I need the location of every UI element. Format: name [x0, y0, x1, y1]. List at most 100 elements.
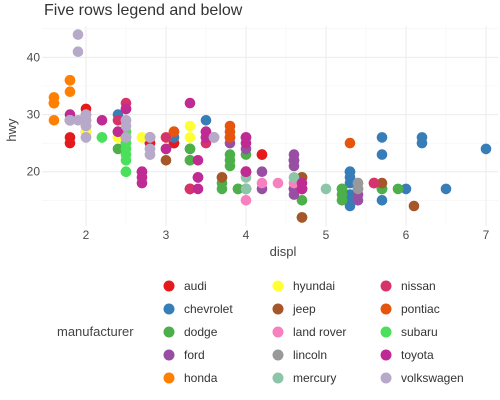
- y-tick-label: 20: [27, 165, 41, 179]
- data-point-honda: [48, 97, 60, 109]
- chart-title: Five rows legend and below: [44, 2, 243, 19]
- data-point-toyota: [200, 132, 212, 143]
- legend-label-lincoln: lincoln: [293, 348, 327, 362]
- data-point-chevrolet: [200, 115, 212, 126]
- data-point-honda: [64, 86, 76, 97]
- data-point-ford: [256, 166, 268, 177]
- legend-label-hyundai: hyundai: [293, 279, 335, 293]
- data-point-toyota: [192, 183, 204, 195]
- legend-key-hyundai: [272, 280, 284, 292]
- data-point-toyota: [240, 166, 252, 177]
- legend-key-dodge: [163, 326, 175, 338]
- data-point-volkswagen: [80, 109, 92, 120]
- data-point-mercury: [320, 183, 332, 195]
- data-point-jeep: [408, 200, 420, 212]
- data-point-dodge: [336, 189, 348, 200]
- legend-key-nissan: [380, 280, 392, 292]
- data-point-subaru: [120, 155, 132, 166]
- data-point-chevrolet: [376, 132, 388, 143]
- legend-label-toyota: toyota: [401, 348, 434, 362]
- legend-key-jeep: [272, 303, 284, 315]
- legend-key-chevrolet: [163, 303, 175, 315]
- data-point-nissan: [184, 183, 196, 195]
- data-point-dodge: [184, 155, 196, 166]
- data-point-land-rover: [272, 177, 284, 189]
- legend-key-land-rover: [272, 326, 284, 338]
- data-point-toyota: [192, 155, 204, 166]
- data-point-jeep: [376, 177, 388, 189]
- data-point-volkswagen: [120, 132, 132, 143]
- data-point-ford: [288, 155, 300, 166]
- y-tick-label: 30: [27, 108, 41, 122]
- data-point-dodge: [296, 195, 308, 206]
- data-point-pontiac: [224, 132, 236, 143]
- data-point-nissan: [160, 132, 172, 143]
- data-point-dodge: [216, 183, 228, 195]
- x-tick-label: 7: [483, 228, 490, 242]
- data-point-audi: [256, 149, 268, 160]
- legend-label-volkswagen: volkswagen: [401, 371, 464, 385]
- data-point-toyota: [192, 172, 204, 183]
- x-axis-ticks: 2 3 4 5 6 7: [83, 228, 490, 242]
- data-point-chevrolet: [344, 177, 356, 189]
- data-point-mercury: [288, 172, 300, 183]
- legend-label-land-rover: land rover: [293, 325, 346, 339]
- data-point-jeep: [160, 155, 172, 166]
- grid: [42, 26, 498, 226]
- data-point-mercury: [240, 183, 252, 195]
- data-point-toyota: [184, 97, 196, 109]
- data-point-dodge: [392, 183, 404, 195]
- legend-key-mercury: [272, 372, 284, 384]
- legend-key-pontiac: [380, 303, 392, 315]
- data-point-dodge: [184, 143, 196, 155]
- legend-key-volkswagen: [380, 372, 392, 384]
- data-point-dodge: [232, 183, 244, 195]
- data-point-hyundai: [136, 132, 148, 143]
- data-point-toyota: [112, 126, 124, 137]
- data-point-nissan: [112, 115, 124, 126]
- legend-key-subaru: [380, 326, 392, 338]
- x-tick-label: 5: [323, 228, 330, 242]
- data-point-chevrolet: [416, 137, 428, 149]
- legend-key-lincoln: [272, 349, 284, 361]
- x-tick-label: 3: [163, 228, 170, 242]
- legend-label-ford: ford: [184, 348, 205, 362]
- legend-label-jeep: jeep: [292, 302, 316, 316]
- data-point-lincoln: [352, 177, 364, 189]
- legend-key-toyota: [380, 349, 392, 361]
- data-point-pontiac: [344, 137, 356, 149]
- y-tick-label: 40: [27, 50, 41, 64]
- data-point-nissan: [368, 177, 380, 189]
- data-point-toyota: [120, 103, 132, 115]
- data-point-chevrolet: [376, 195, 388, 206]
- data-point-pontiac: [224, 120, 236, 132]
- data-point-chevrolet: [344, 200, 356, 212]
- legend-label-subaru: subaru: [401, 325, 438, 339]
- data-point-jeep: [216, 172, 228, 183]
- data-point-jeep: [296, 212, 308, 223]
- data-point-volkswagen: [72, 29, 84, 40]
- data-point-volkswagen: [144, 149, 156, 160]
- data-point-toyota: [296, 177, 308, 189]
- data-point-volkswagen: [208, 132, 220, 143]
- legend-title: manufacturer: [57, 324, 134, 339]
- x-tick-label: 2: [83, 228, 90, 242]
- data-point-chevrolet: [480, 143, 492, 155]
- data-point-toyota: [96, 115, 108, 126]
- data-point-toyota: [160, 143, 172, 155]
- legend: audi chevrolet dodge ford honda hyundai jeep la…: [163, 279, 464, 385]
- data-point-volkswagen: [72, 115, 84, 126]
- data-point-toyota: [136, 172, 148, 183]
- data-point-honda: [64, 75, 76, 86]
- data-point-dodge: [224, 149, 236, 160]
- legend-label-mercury: mercury: [293, 371, 336, 385]
- legend-key-audi: [163, 280, 175, 292]
- data-point-dodge: [112, 143, 124, 155]
- data-point-volkswagen: [144, 132, 156, 143]
- legend-label-nissan: nissan: [401, 279, 436, 293]
- x-tick-label: 6: [403, 228, 410, 242]
- data-point-hyundai: [184, 120, 196, 132]
- data-point-subaru: [96, 132, 108, 143]
